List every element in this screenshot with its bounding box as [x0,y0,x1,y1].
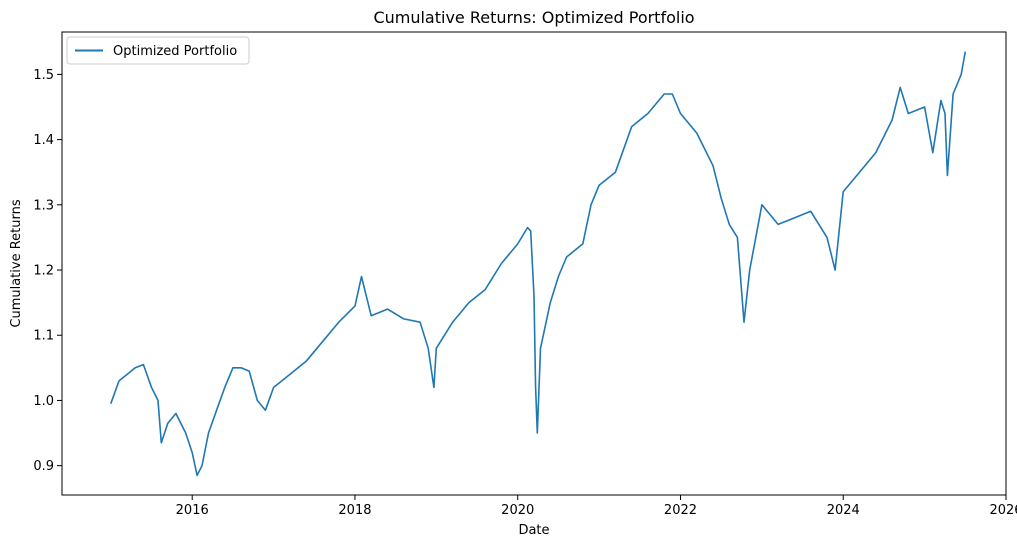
y-tick-label: 1.2 [33,264,54,279]
y-tick-label: 1.0 [33,394,54,409]
x-axis-title: Date [518,523,549,538]
x-tick-label: 2020 [501,503,534,518]
series-line-0 [110,51,967,477]
y-tick-label: 1.4 [33,133,54,148]
legend-box [66,36,250,65]
x-tick-label: 2018 [338,503,371,518]
x-tick-label: 2024 [827,503,860,518]
plot-frame [61,31,1007,496]
x-tick-label: 2022 [664,503,697,518]
x-tick-label: 2016 [176,503,209,518]
y-tick-label: 1.1 [33,329,54,344]
y-axis-title: Cumulative Returns [9,199,24,327]
axes-layer: 2016 2018 2020 2022 2024 2026 0.9 1.0 1.1 1.2 1.3 1… [33,31,1017,518]
legend: Optimized Portfolio [66,36,250,65]
data-layer [110,51,967,477]
y-tick-label: 0.9 [33,459,54,474]
y-tick-label: 1.5 [33,68,54,83]
y-tick-label: 1.3 [33,198,54,213]
legend-label: Optimized Portfolio [113,44,237,59]
chart-title: Cumulative Returns: Optimized Portfolio [373,8,694,27]
x-tick-label: 2026 [989,503,1017,518]
